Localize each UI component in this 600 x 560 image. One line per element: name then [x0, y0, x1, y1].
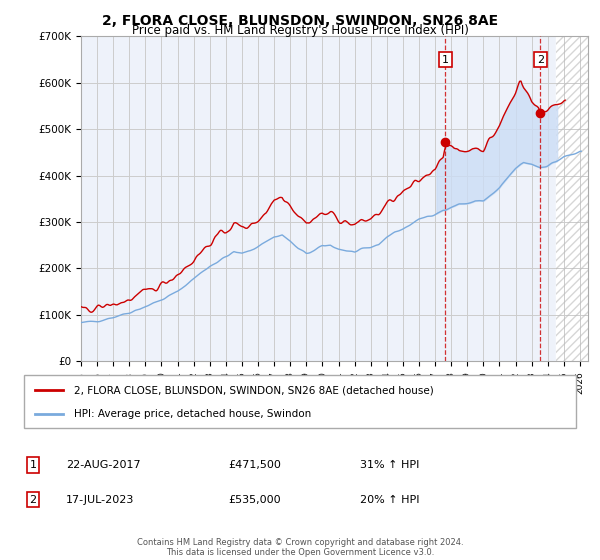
Text: 31% ↑ HPI: 31% ↑ HPI	[360, 460, 419, 470]
Text: £535,000: £535,000	[228, 494, 281, 505]
FancyBboxPatch shape	[24, 375, 576, 428]
Text: 2: 2	[537, 54, 544, 64]
Text: 2, FLORA CLOSE, BLUNSDON, SWINDON, SN26 8AE (detached house): 2, FLORA CLOSE, BLUNSDON, SWINDON, SN26 …	[74, 385, 433, 395]
Text: 1: 1	[29, 460, 37, 470]
Text: 1: 1	[442, 54, 449, 64]
Bar	[556, 36, 588, 361]
Text: Contains HM Land Registry data © Crown copyright and database right 2024.
This d: Contains HM Land Registry data © Crown c…	[137, 538, 463, 557]
Text: 20% ↑ HPI: 20% ↑ HPI	[360, 494, 419, 505]
Text: HPI: Average price, detached house, Swindon: HPI: Average price, detached house, Swin…	[74, 408, 311, 418]
Text: 2: 2	[29, 494, 37, 505]
Text: 17-JUL-2023: 17-JUL-2023	[66, 494, 134, 505]
Bar	[556, 36, 588, 361]
Text: 22-AUG-2017: 22-AUG-2017	[66, 460, 140, 470]
Text: Price paid vs. HM Land Registry's House Price Index (HPI): Price paid vs. HM Land Registry's House …	[131, 24, 469, 37]
Text: 2, FLORA CLOSE, BLUNSDON, SWINDON, SN26 8AE: 2, FLORA CLOSE, BLUNSDON, SWINDON, SN26 …	[102, 14, 498, 28]
Text: £471,500: £471,500	[228, 460, 281, 470]
